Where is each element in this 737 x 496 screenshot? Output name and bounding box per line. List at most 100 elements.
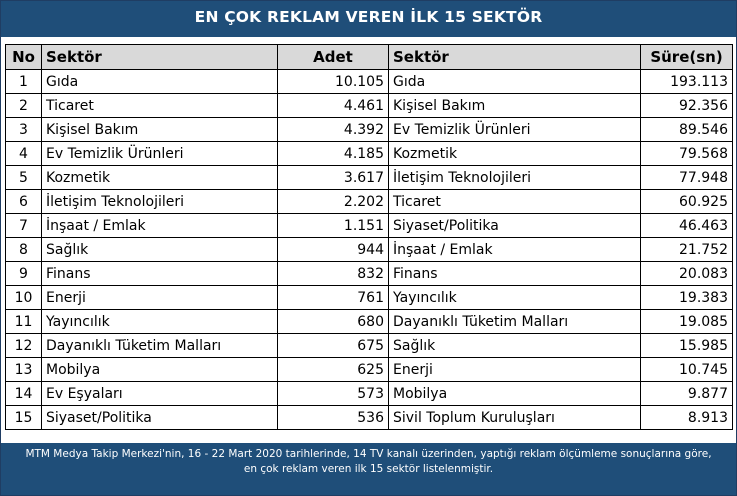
table-row: 1 Gıda 10.105 Gıda 193.113 <box>5 69 733 94</box>
header-no: No <box>5 44 42 70</box>
ad-duration: 19.383 <box>640 285 733 310</box>
sector-by-duration: Finans <box>388 261 641 286</box>
sector-by-count: İletişim Teknolojileri <box>41 189 278 214</box>
ad-count: 675 <box>277 333 389 358</box>
table-row: 9 Finans 832 Finans 20.083 <box>5 261 733 286</box>
row-number: 15 <box>5 405 42 430</box>
ad-duration: 89.546 <box>640 117 733 142</box>
table-row: 2 Ticaret 4.461 Kişisel Bakım 92.356 <box>5 93 733 118</box>
row-number: 5 <box>5 165 42 190</box>
sector-by-count: Gıda <box>41 69 278 94</box>
row-number: 3 <box>5 117 42 142</box>
sector-by-count: Mobilya <box>41 357 278 382</box>
row-number: 1 <box>5 69 42 94</box>
ad-duration: 10.745 <box>640 357 733 382</box>
sector-by-duration: Mobilya <box>388 381 641 406</box>
sector-by-duration: Siyaset/Politika <box>388 213 641 238</box>
row-number: 14 <box>5 381 42 406</box>
sector-by-count: Kişisel Bakım <box>41 117 278 142</box>
table-row: 11 Yayıncılık 680 Dayanıklı Tüketim Malları… <box>5 309 733 334</box>
sector-by-count: Kozmetik <box>41 165 278 190</box>
sector-by-count: İnşaat / Emlak <box>41 213 278 238</box>
header-sektor-adet: Sektör <box>41 44 278 70</box>
sector-by-duration: Ev Temizlik Ürünleri <box>388 117 641 142</box>
sector-by-duration: Enerji <box>388 357 641 382</box>
sector-by-duration: Gıda <box>388 69 641 94</box>
ad-count: 4.461 <box>277 93 389 118</box>
row-number: 11 <box>5 309 42 334</box>
table-body: 1 Gıda 10.105 Gıda 193.113 2 Ticaret 4.461 Kişis… <box>5 69 733 430</box>
row-number: 10 <box>5 285 42 310</box>
ad-count: 680 <box>277 309 389 334</box>
sector-by-count: Dayanıklı Tüketim Malları <box>41 333 278 358</box>
sector-by-duration: İletişim Teknolojileri <box>388 165 641 190</box>
table-row: 10 Enerji 761 Yayıncılık 19.383 <box>5 285 733 310</box>
table-row: 4 Ev Temizlik Ürünleri 4.185 Kozmetik 79.568 <box>5 141 733 166</box>
table-row: 15 Siyaset/Politika 536 Sivil Toplum Kurulu… <box>5 405 733 430</box>
ad-count: 4.392 <box>277 117 389 142</box>
table-row: 14 Ev Eşyaları 573 Mobilya 9.877 <box>5 381 733 406</box>
sector-by-count: Sağlık <box>41 237 278 262</box>
table-row: 5 Kozmetik 3.617 İletişim Teknolojileri 77.9… <box>5 165 733 190</box>
sector-by-count: Ev Eşyaları <box>41 381 278 406</box>
table-row: 8 Sağlık 944 İnşaat / Emlak 21.752 <box>5 237 733 262</box>
header-adet: Adet <box>277 44 389 70</box>
ad-duration: 92.356 <box>640 93 733 118</box>
ad-duration: 9.877 <box>640 381 733 406</box>
ad-count: 832 <box>277 261 389 286</box>
source-note: MTM Medya Takip Merkezi'nin, 16 - 22 Mar… <box>1 443 736 495</box>
ad-count: 761 <box>277 285 389 310</box>
sector-by-count: Yayıncılık <box>41 309 278 334</box>
ad-duration: 21.752 <box>640 237 733 262</box>
row-number: 7 <box>5 213 42 238</box>
sector-by-duration: Kozmetik <box>388 141 641 166</box>
ad-count: 536 <box>277 405 389 430</box>
page-title: EN ÇOK REKLAM VEREN İLK 15 SEKTÖR <box>1 1 736 37</box>
ad-count: 2.202 <box>277 189 389 214</box>
row-number: 6 <box>5 189 42 214</box>
row-number: 9 <box>5 261 42 286</box>
ad-duration: 77.948 <box>640 165 733 190</box>
ad-count: 3.617 <box>277 165 389 190</box>
ad-duration: 19.085 <box>640 309 733 334</box>
table-header-row: No Sektör Adet Sektör Süre(sn) <box>5 44 733 70</box>
table-row: 6 İletişim Teknolojileri 2.202 Ticaret 60.92… <box>5 189 733 214</box>
sector-table: No Sektör Adet Sektör Süre(sn) 1 Gıda 10.1… <box>5 44 733 430</box>
row-number: 2 <box>5 93 42 118</box>
table-row: 7 İnşaat / Emlak 1.151 Siyaset/Politika 46.4… <box>5 213 733 238</box>
ad-duration: 8.913 <box>640 405 733 430</box>
ad-count: 1.151 <box>277 213 389 238</box>
ad-count: 944 <box>277 237 389 262</box>
ad-count: 573 <box>277 381 389 406</box>
source-note-line-2: en çok reklam veren ilk 15 sektör listel… <box>243 463 494 475</box>
ad-duration: 60.925 <box>640 189 733 214</box>
ad-duration: 20.083 <box>640 261 733 286</box>
table-row: 12 Dayanıklı Tüketim Malları 675 Sağlık 15.9… <box>5 333 733 358</box>
row-number: 4 <box>5 141 42 166</box>
ad-duration: 193.113 <box>640 69 733 94</box>
sector-by-duration: Sağlık <box>388 333 641 358</box>
row-number: 12 <box>5 333 42 358</box>
sector-by-count: Enerji <box>41 285 278 310</box>
header-sure: Süre(sn) <box>640 44 733 70</box>
row-number: 8 <box>5 237 42 262</box>
sector-by-duration: Ticaret <box>388 189 641 214</box>
ad-duration: 79.568 <box>640 141 733 166</box>
sector-by-duration: Yayıncılık <box>388 285 641 310</box>
ad-count: 10.105 <box>277 69 389 94</box>
ad-duration: 46.463 <box>640 213 733 238</box>
sector-by-count: Siyaset/Politika <box>41 405 278 430</box>
table-row: 13 Mobilya 625 Enerji 10.745 <box>5 357 733 382</box>
sector-by-count: Ev Temizlik Ürünleri <box>41 141 278 166</box>
source-note-line-1: MTM Medya Takip Merkezi'nin, 16 - 22 Mar… <box>25 448 712 460</box>
sector-by-duration: Sivil Toplum Kuruluşları <box>388 405 641 430</box>
sector-by-count: Ticaret <box>41 93 278 118</box>
sector-by-duration: İnşaat / Emlak <box>388 237 641 262</box>
header-sektor-sure: Sektör <box>388 44 641 70</box>
ad-count: 625 <box>277 357 389 382</box>
table-row: 3 Kişisel Bakım 4.392 Ev Temizlik Ürünleri 8… <box>5 117 733 142</box>
ad-count: 4.185 <box>277 141 389 166</box>
sector-by-count: Finans <box>41 261 278 286</box>
sector-by-duration: Dayanıklı Tüketim Malları <box>388 309 641 334</box>
